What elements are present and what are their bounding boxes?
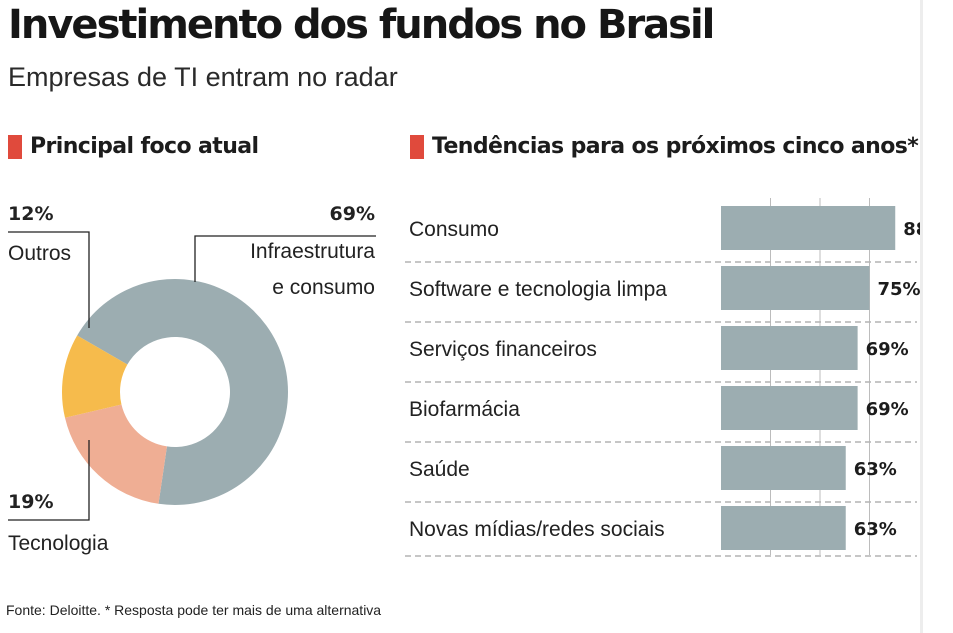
page-subtitle: Empresas de TI entram no radar (8, 62, 398, 92)
category-label: Novas mídias/redes sociais (409, 518, 665, 541)
donut-hole (121, 338, 229, 446)
bar-value-label: 63% (854, 519, 897, 540)
category-label: Software e tecnologia limpa (409, 278, 667, 301)
bar-value-label: 75% (878, 279, 921, 300)
bar-2 (721, 326, 858, 370)
donut-chart-title: Principal foco atual (8, 134, 259, 159)
charts-canvas: Consumo 88% Software e tecnologia limpa 75%… (8, 198, 921, 557)
donut-slice-1 (64, 404, 167, 504)
section-marker-icon (8, 134, 22, 159)
bar-value-label: 69% (866, 339, 909, 360)
slice-label-infraestrutura-pct: 69% (329, 203, 375, 225)
bar-0 (721, 206, 896, 250)
category-label: Serviços financeiros (409, 338, 597, 361)
category-label: Biofarmácia (409, 398, 520, 421)
slice-label-outros-pct: 12% (8, 203, 54, 225)
page-edge-divider (920, 0, 923, 633)
leader-line-tecnologia (8, 440, 90, 521)
donut-chart-title-text: Principal foco atual (30, 134, 259, 159)
bar-3 (721, 386, 858, 430)
bar-chart-title: Tendências para os próximos cinco anos* (410, 134, 919, 159)
bar-value-label: 69% (866, 399, 909, 420)
leader-line-infraestrutura (194, 235, 376, 282)
bar-1 (721, 266, 870, 310)
bar-5 (721, 506, 846, 550)
category-label: Saúde (409, 458, 470, 481)
category-label: Consumo (409, 218, 499, 241)
bar-chart-title-text: Tendências para os próximos cinco anos* (432, 134, 919, 159)
donut-slice-2 (61, 335, 128, 418)
slice-label-tecnologia-name: Tecnologia (8, 532, 109, 555)
slice-label-infraestrutura-line2: e consumo (272, 276, 375, 299)
donut-slice-0 (77, 279, 288, 505)
leader-line-outros (8, 231, 90, 328)
source-footnote: Fonte: Deloitte. * Resposta pode ter mai… (6, 602, 382, 618)
bar-value-label: 63% (854, 459, 897, 480)
page-title: Investimento dos fundos no Brasil (8, 2, 715, 48)
slice-label-tecnologia-pct: 19% (8, 491, 54, 513)
bar-4 (721, 446, 846, 490)
bar-value-label: 88% (903, 219, 920, 240)
section-marker-icon (410, 134, 424, 159)
slice-label-outros-name: Outros (8, 242, 72, 265)
slice-label-infraestrutura-line1: Infraestrutura (250, 240, 375, 263)
